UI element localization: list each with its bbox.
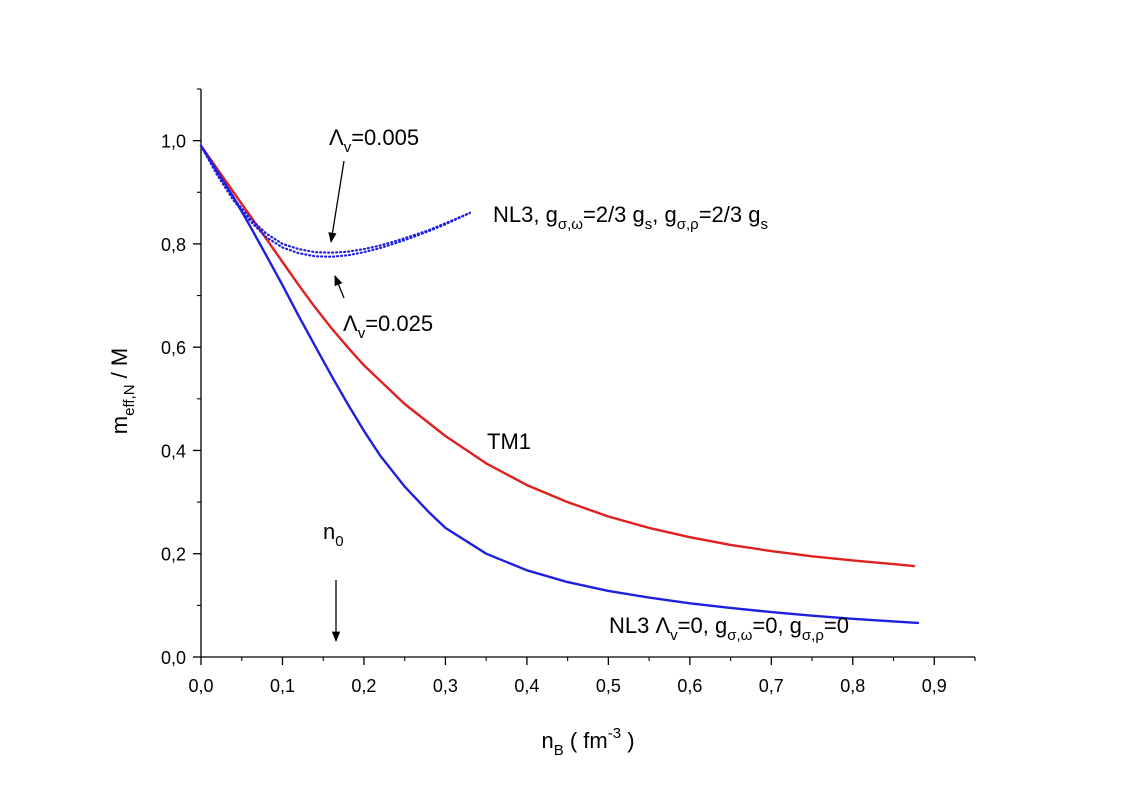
annotation-n0: n0 — [323, 519, 344, 550]
series-layer — [199, 144, 920, 625]
series-line-1 — [199, 144, 916, 568]
arrow-lambda-0025 — [334, 275, 345, 299]
axes: 0,0 0,1 0,2 0,3 0,4 0,5 0,6 0,7 0,8 0,9 0,0 0,2 0,4 0… — [107, 88, 976, 759]
x-tick-label: 0,7 — [759, 676, 784, 696]
series-line-3 — [199, 144, 471, 254]
annotation-tm1: TM1 — [487, 429, 531, 454]
y-tick-label: 0,6 — [161, 338, 186, 358]
annotation-nl3bottom: NL3 Λv=0, gσ,ω=0, gσ,ρ=0 — [609, 613, 849, 644]
y-tick-label: 1,0 — [161, 132, 186, 152]
arrow-lambda-0005 — [328, 160, 345, 244]
y-tick-label: 0,0 — [161, 648, 186, 668]
y-tick-label: 0,8 — [161, 235, 186, 255]
x-tick-label: 0,8 — [840, 676, 865, 696]
x-tick-label: 0,4 — [514, 676, 539, 696]
x-tick-label: 0,5 — [596, 676, 621, 696]
annotation-lam005: Λv=0.005 — [329, 125, 419, 156]
series-line-2 — [199, 144, 920, 625]
x-tick-label: 0,0 — [188, 676, 213, 696]
annotation-nl3top: NL3, gσ,ω=2/3 gs, gσ,ρ=2/3 gs — [493, 202, 768, 233]
annotation-layer: Λv=0.005 Λv=0.025 NL3, gσ,ω=2/3 gs, gσ,ρ=2… — [323, 125, 849, 644]
annotation-lam025: Λv=0.025 — [343, 311, 433, 342]
y-tick-label: 0,4 — [161, 441, 186, 461]
series-line-4 — [199, 144, 471, 258]
x-tick-label: 0,9 — [922, 676, 947, 696]
x-axis-title: nB ( fm-3 ) — [541, 725, 634, 759]
y-axis-title: meff,N / M — [107, 348, 138, 434]
x-tick-label: 0,2 — [351, 676, 376, 696]
x-tick-label: 0,3 — [433, 676, 458, 696]
x-tick-label: 0,1 — [270, 676, 295, 696]
y-tick-label: 0,2 — [161, 545, 186, 565]
x-tick-label: 0,6 — [677, 676, 702, 696]
